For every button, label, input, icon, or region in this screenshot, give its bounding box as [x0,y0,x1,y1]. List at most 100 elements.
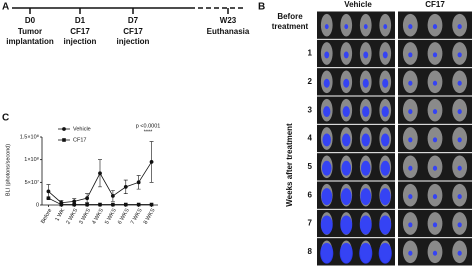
event-label: CF17 [123,27,143,36]
signal [432,109,438,115]
signal [341,160,352,176]
y-tick-label: 0 [36,202,39,208]
signal [321,160,332,176]
row-label: 6 [308,190,313,199]
signal [344,24,349,30]
point [72,199,77,204]
event-label: CF17 [70,27,90,36]
signal [457,222,462,228]
signal [432,52,438,58]
signal [363,51,369,59]
point [123,184,128,189]
row-label: 3 [308,105,313,114]
annotation: p <0.0001 [136,123,161,129]
signal [322,133,331,147]
signal [408,80,413,86]
signal [342,106,350,118]
event-label: implantation [6,37,54,46]
row-label: treatment [272,22,309,31]
point [72,202,77,207]
signal [323,78,330,88]
y-tick-label: 1×10⁸ [24,156,39,163]
signal [343,78,350,88]
signal [321,188,333,206]
signal [408,165,413,171]
signal [457,52,462,58]
signal [408,24,413,30]
point [46,196,51,200]
event-day: D0 [25,16,36,25]
signal [379,215,392,235]
x-tick-label: 1 WK [54,207,66,222]
event-label: Tumor [18,27,42,36]
signal [340,215,353,235]
signal [359,215,372,235]
point [98,202,102,207]
signal [323,106,331,118]
y-axis-label: BLI (photons/second) [5,144,11,196]
signal [339,242,353,264]
signal [457,250,462,256]
event-label: injection [117,37,150,46]
point [111,202,115,207]
point [46,189,51,194]
x-tick-label: Before [40,208,53,225]
signal [432,222,438,228]
signal [381,133,390,147]
signal [382,51,388,59]
point [98,171,102,176]
point [136,180,141,185]
y-tick-label: 5×10⁷ [25,179,39,186]
signal [362,106,370,118]
point [149,202,154,207]
signal [378,242,392,264]
signal [320,242,334,264]
annotation: **** [144,129,153,135]
signal [457,194,462,200]
signal [432,250,438,256]
signal [380,160,391,176]
axis-label: Weeks after treatment [285,123,294,207]
row-label: 7 [308,219,313,228]
signal [432,80,438,86]
signal [457,80,462,86]
signal [408,222,413,228]
signal [432,137,438,143]
row-label: 8 [308,247,313,256]
signal [457,137,462,143]
row-label: Before [277,12,303,21]
signal [362,78,369,88]
signal [363,24,368,30]
signal [381,106,389,118]
signal [408,52,413,58]
point [123,202,128,207]
signal [343,51,349,59]
column-label: CF17 [425,0,445,9]
signal [408,250,413,256]
signal [361,133,370,147]
point [59,202,64,207]
event-label: Euthanasia [207,27,250,36]
signal [359,242,373,264]
signal [324,24,329,30]
signal [360,160,371,176]
row-label: 1 [308,49,313,58]
panel-letter: A [2,2,9,13]
event-label: injection [64,37,97,46]
panel-letter: C [2,113,9,124]
event-day: D1 [75,16,86,25]
signal [457,109,462,115]
point [149,160,154,164]
signal [408,194,413,200]
signal [432,165,438,171]
signal [408,137,413,143]
signal [340,188,352,206]
row-label: 5 [308,162,313,171]
x-tick-label: 8 WKS [143,207,157,225]
row-label: 2 [308,77,313,86]
signal [320,215,333,235]
row-label: 4 [308,134,313,143]
signal [383,24,388,30]
signal [342,133,351,147]
